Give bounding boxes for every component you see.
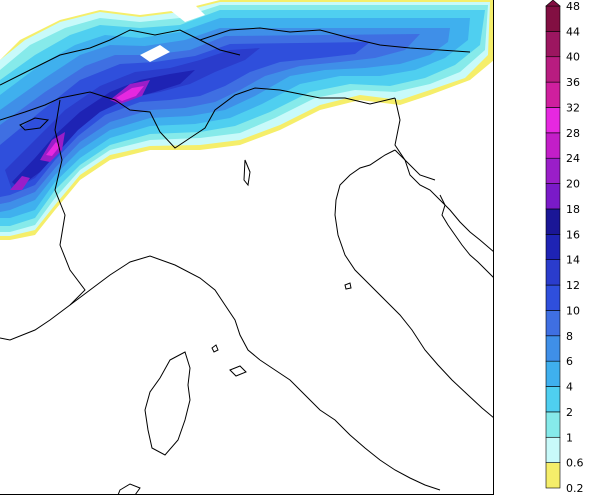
coast-istria (394, 149, 494, 253)
border-alps (0, 87, 396, 149)
legend-swatch-1 (545, 411, 561, 438)
legend-bars (545, 0, 561, 489)
legend-swatch-4 (545, 360, 561, 387)
precip-band-28b (46, 142, 60, 156)
legend-swatch-8 (545, 310, 561, 337)
coast-adriatic (334, 149, 494, 419)
coast-tyrrhenian (259, 359, 441, 491)
legend-label-10: 10 (566, 304, 580, 317)
legend-label-16: 16 (566, 228, 580, 241)
legend-colorbar: 0.2 0.6 1 2 4 6 8 10 12 14 16 18 20 24 28 32 36 40 44 48 (530, 0, 596, 495)
legend-label-0.6: 0.6 (566, 457, 584, 470)
legend-label-12: 12 (566, 279, 580, 292)
border-france (0, 99, 86, 341)
coast-ligurian (69, 255, 261, 361)
sardinia-tip (117, 483, 141, 495)
legend-label-24: 24 (566, 152, 580, 165)
legend-top-arrow (545, 0, 561, 7)
legend-swatch-10 (545, 284, 561, 311)
precip-band-20c (10, 176, 30, 190)
legend-swatch-2 (545, 386, 561, 413)
legend-label-32: 32 (566, 101, 580, 114)
legend-swatch-24 (545, 132, 561, 159)
lake-garda (243, 159, 251, 187)
legend-label-40: 40 (566, 51, 580, 64)
legend-swatch-18 (545, 183, 561, 210)
elba (229, 365, 247, 377)
legend-label-1: 1 (566, 431, 573, 444)
island-small-2 (344, 282, 352, 290)
legend-swatch-32 (545, 81, 561, 108)
legend-label-18: 18 (566, 203, 580, 216)
coast-croatia-islands (439, 194, 494, 279)
legend-swatch-36 (545, 56, 561, 83)
legend-swatch-40 (545, 31, 561, 58)
legend-label-4: 4 (566, 381, 573, 394)
legend-swatch-20 (545, 157, 561, 184)
legend-label-20: 20 (566, 178, 580, 191)
legend-label-14: 14 (566, 254, 580, 267)
legend-swatch-14 (545, 234, 561, 260)
legend-label-8: 8 (566, 330, 573, 343)
corsica (144, 351, 191, 456)
legend-label-0.2: 0.2 (566, 482, 584, 495)
legend-swatch-16 (545, 208, 561, 235)
precipitation-map (0, 0, 494, 495)
precip-shading (0, 0, 494, 240)
coastlines-borders (0, 27, 494, 495)
legend-label-48: 48 (566, 0, 580, 13)
legend-label-6: 6 (566, 355, 573, 368)
legend-label-44: 44 (566, 25, 580, 38)
border-slovenia (394, 97, 436, 181)
legend-swatch-12 (545, 259, 561, 286)
precip-band-16 (12, 70, 195, 188)
legend-swatch-6 (545, 335, 561, 362)
legend-label-28: 28 (566, 127, 580, 140)
precip-band-28 (116, 86, 144, 101)
precip-band-12 (0, 42, 370, 197)
legend-swatch-28 (545, 107, 561, 134)
island-small (211, 344, 219, 353)
border-austria (199, 27, 471, 53)
map-canvas (0, 0, 494, 495)
legend-swatch-0.6 (545, 436, 561, 463)
lake-geneva (19, 117, 50, 131)
legend-label-36: 36 (566, 76, 580, 89)
legend-label-2: 2 (566, 406, 573, 419)
legend-swatch-44 (545, 5, 561, 32)
border-swiss-north (0, 29, 241, 86)
legend-swatch-0.2 (545, 462, 561, 489)
